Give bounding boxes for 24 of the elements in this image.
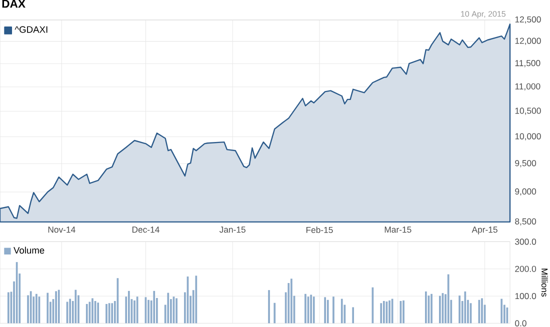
legend-label: Volume xyxy=(14,246,44,254)
y-tick-label: 11,000 xyxy=(515,83,540,90)
x-tick-label: Apr-15 xyxy=(472,226,498,234)
x-tick-label: Feb-15 xyxy=(306,226,333,233)
y-tick-label: 300.0 xyxy=(515,238,536,245)
y-tick-label: 8,500 xyxy=(515,218,536,226)
x-tick-label: Jan-15 xyxy=(219,226,246,233)
y-tick-label: 10,000 xyxy=(515,133,541,140)
y-tick-label: 12,500 xyxy=(515,16,541,24)
y-tick-label: 11,500 xyxy=(515,60,540,68)
legend-label: ^GDAXI xyxy=(14,26,48,33)
y-axis-title: Millions xyxy=(541,268,548,297)
x-tick-label: Mar-15 xyxy=(384,226,412,233)
text: 10 Apr, 2015 xyxy=(461,11,506,18)
y-tick-label: 100.0 xyxy=(515,293,536,300)
x-tick-label: Nov-14 xyxy=(48,226,76,233)
y-tick-label: 0.0 xyxy=(515,320,526,326)
x-tick-label: Dec-14 xyxy=(132,226,160,233)
y-tick-label: 9,500 xyxy=(515,160,536,168)
y-tick-label: 200.0 xyxy=(515,266,536,272)
chart-title: DAX xyxy=(2,0,26,8)
y-tick-label: 9,000 xyxy=(515,188,536,196)
y-tick-label: 10,500 xyxy=(515,108,541,115)
y-tick-label: 12,000 xyxy=(515,38,541,45)
